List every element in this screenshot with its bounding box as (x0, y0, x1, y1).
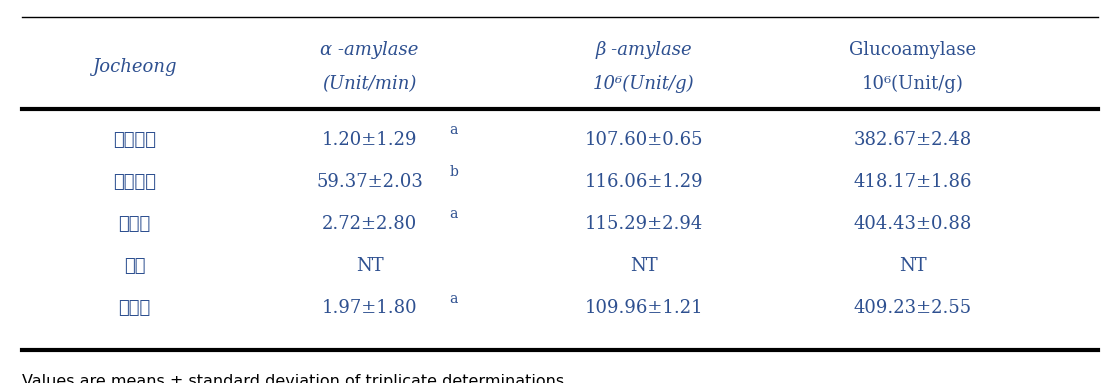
Text: 백국: 백국 (123, 257, 146, 275)
Text: β -amylase: β -amylase (596, 41, 692, 59)
Text: 쌍누록: 쌍누록 (119, 215, 150, 233)
Text: NT: NT (631, 257, 657, 275)
Text: a: a (449, 123, 458, 137)
Text: NT: NT (356, 257, 383, 275)
Text: 10⁶(Unit/g): 10⁶(Unit/g) (594, 75, 694, 93)
Text: b: b (449, 165, 458, 179)
Text: 1.20±1.29: 1.20±1.29 (321, 131, 418, 149)
Text: 418.17±1.86: 418.17±1.86 (853, 173, 972, 191)
Text: Jocheong: Jocheong (92, 58, 177, 76)
Text: 밀누록: 밀누록 (119, 300, 150, 317)
Text: a: a (449, 208, 458, 221)
Text: 1.97±1.80: 1.97±1.80 (321, 300, 418, 317)
Text: 전통조청: 전통조청 (113, 131, 156, 149)
Text: 109.96±1.21: 109.96±1.21 (585, 300, 703, 317)
Text: 116.06±1.29: 116.06±1.29 (585, 173, 703, 191)
Text: NT: NT (899, 257, 926, 275)
Text: 59.37±2.03: 59.37±2.03 (316, 173, 423, 191)
Text: a: a (449, 292, 458, 306)
Text: 115.29±2.94: 115.29±2.94 (585, 215, 703, 233)
Text: (Unit/min): (Unit/min) (323, 75, 417, 93)
Text: 409.23±2.55: 409.23±2.55 (853, 300, 972, 317)
Text: Glucoamylase: Glucoamylase (849, 41, 977, 59)
Text: 액화효소: 액화효소 (113, 173, 156, 191)
Text: α -amylase: α -amylase (320, 41, 419, 59)
Text: 2.72±2.80: 2.72±2.80 (321, 215, 418, 233)
Text: 382.67±2.48: 382.67±2.48 (853, 131, 972, 149)
Text: 107.60±0.65: 107.60±0.65 (585, 131, 703, 149)
Text: Values are means ± standard deviation of triplicate determinations.: Values are means ± standard deviation of… (22, 373, 570, 383)
Text: 404.43±0.88: 404.43±0.88 (853, 215, 972, 233)
Text: 10⁶(Unit/g): 10⁶(Unit/g) (862, 75, 963, 93)
